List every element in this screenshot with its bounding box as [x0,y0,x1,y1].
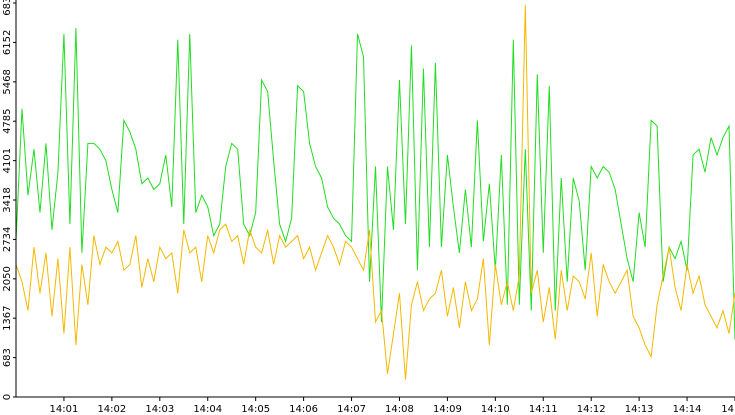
x-tick-label: 14:06 [289,404,318,415]
y-tick-label: 5468 [2,69,13,94]
y-tick-label: 4785 [2,108,13,133]
x-tick-label: 14:11 [529,404,558,415]
x-tick-label: 14:09 [433,404,462,415]
x-tick-label: 14:03 [145,404,174,415]
y-tick-label: 683 [2,348,13,367]
x-tick-label: 14:07 [337,404,366,415]
x-tick-label: 14:04 [193,404,222,415]
y-tick-label: 0 [2,394,13,400]
x-tick-label: 14:01 [50,404,79,415]
series-line [15,5,735,380]
x-tick-label: 14:12 [577,404,606,415]
y-tick-label: 4101 [2,148,13,173]
x-tick-label: 14:08 [385,404,414,415]
y-tick-label: 6152 [2,30,13,55]
x-tick-label: 14:10 [481,404,510,415]
series-line [15,28,735,340]
y-tick-label: 3418 [2,187,13,212]
x-tick-label: 14:13 [625,404,654,415]
x-tick-label: 14:14 [673,404,702,415]
y-tick-label: 6836 [2,0,13,16]
x-tick-label: 14:02 [97,404,126,415]
y-tick-label: 1367 [2,305,13,330]
x-tick-label: 14 [721,404,734,415]
y-tick-label: 2734 [2,227,13,252]
x-tick-label: 14:05 [241,404,270,415]
y-tick-label: 2050 [2,266,13,291]
